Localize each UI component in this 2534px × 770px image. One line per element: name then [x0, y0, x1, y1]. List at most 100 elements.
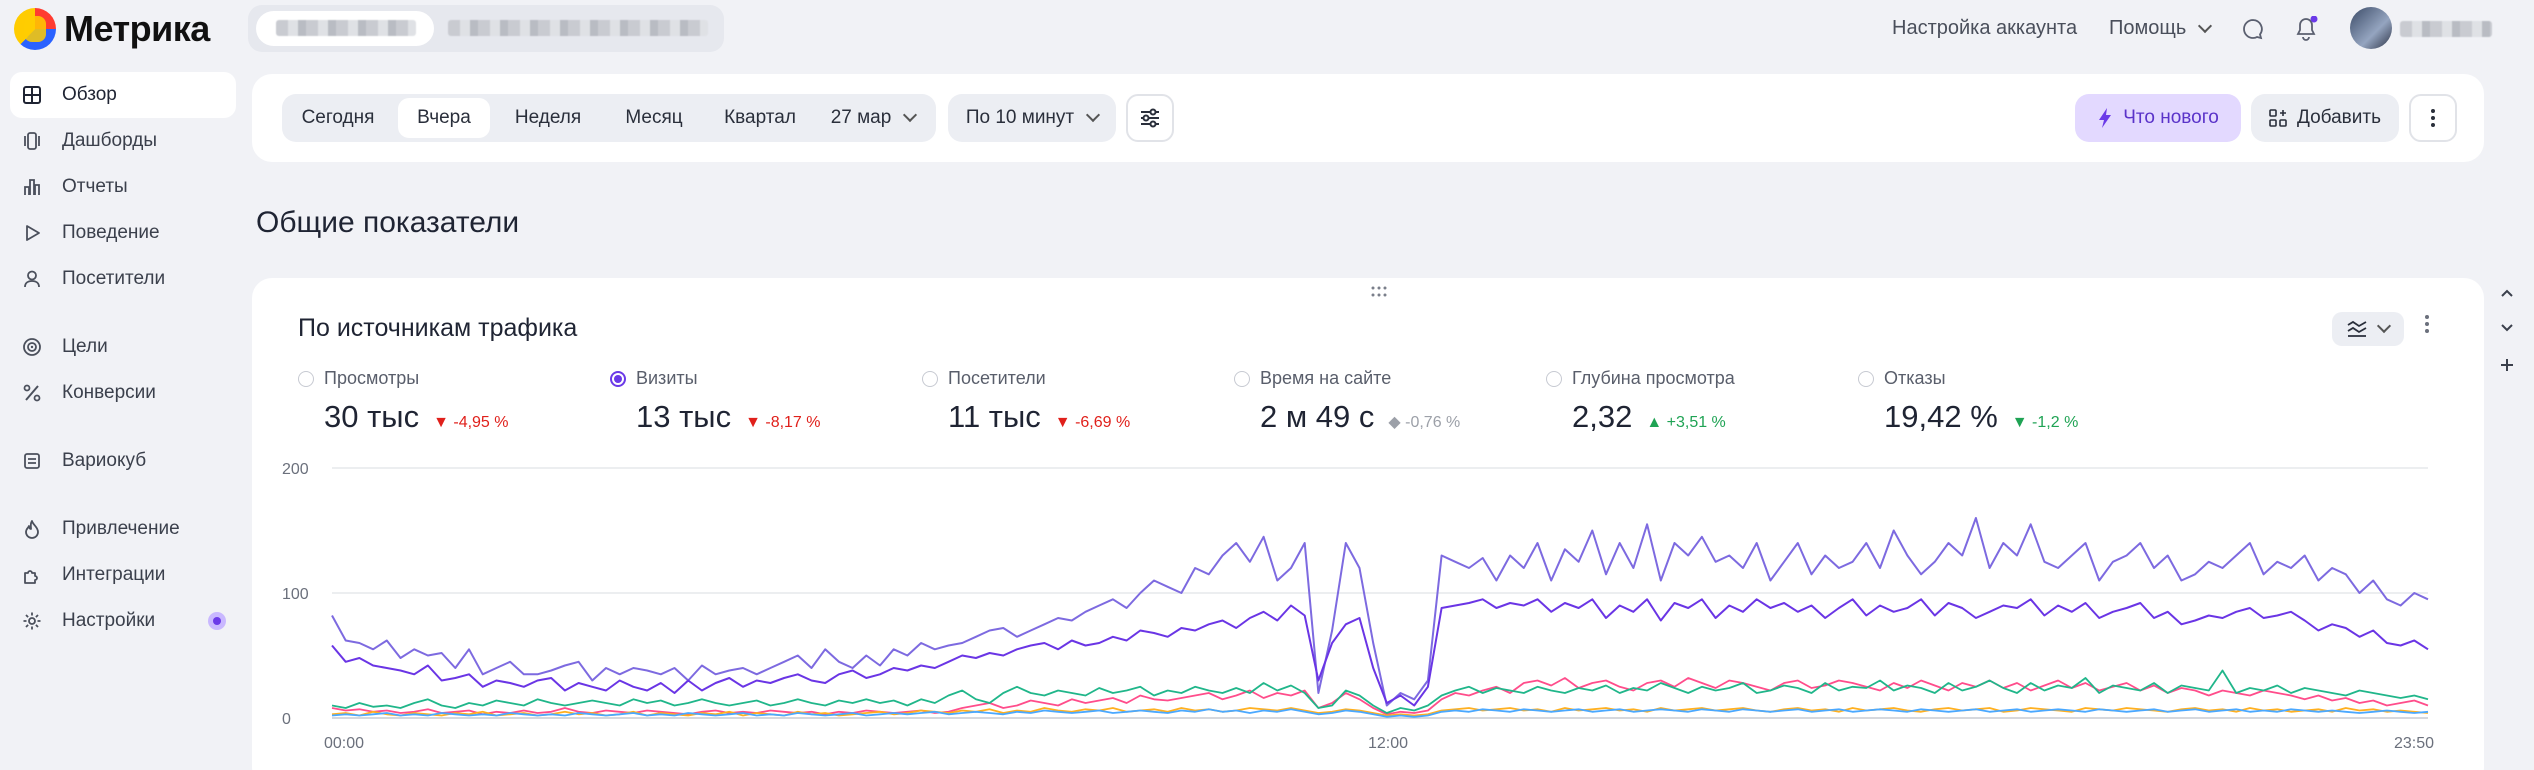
y-tick-label: 0 [282, 711, 291, 728]
sidebar-item-overview[interactable]: Обзор [10, 72, 236, 118]
whats-new-label: Что нового [2123, 107, 2219, 128]
fire-icon [16, 519, 48, 539]
site-selector-current[interactable] [256, 11, 434, 46]
traffic-chart: 200 100 0 00:00 12:00 23:50 [282, 461, 2434, 752]
sidebar-item-label: Обзор [62, 84, 117, 105]
chevron-down-icon [2198, 18, 2213, 33]
help-menu[interactable]: Помощь [2109, 17, 2213, 40]
metric-pageviews[interactable]: Просмотры 30 тыс ▼ -4,95 % [298, 368, 509, 435]
redacted-username [2400, 21, 2492, 37]
account-settings-link[interactable]: Настройка аккаунта [1892, 17, 2078, 39]
date-picker[interactable]: 27 мар [818, 98, 928, 138]
percent-icon [16, 383, 48, 403]
series-line-0[interactable] [331, 517, 2429, 707]
chevron-down-icon [2376, 318, 2392, 334]
filter-settings-button[interactable] [1126, 94, 1174, 142]
metric-delta: ▼ -8,17 % [745, 414, 821, 431]
add-label: Добавить [2297, 107, 2381, 128]
y-tick-label: 100 [282, 586, 309, 603]
metric-radio[interactable] [1234, 370, 1250, 387]
more-options-button[interactable] [2409, 94, 2457, 142]
sidebar-item-settings[interactable]: Настройки [10, 598, 236, 644]
sidebar-item-dashboards[interactable]: Дашборды [10, 118, 236, 164]
series-line-3[interactable] [331, 669, 2429, 714]
metric-delta-value: +3,51 % [1666, 414, 1726, 431]
add-widget-icon [2269, 109, 2287, 127]
metric-value: 19,42 % [1884, 399, 1998, 434]
metric-value: 2,32 [1572, 399, 1633, 434]
sidebar-item-label: Интеграции [62, 564, 166, 585]
filter-bar: Сегодня Вчера Неделя Месяц Квартал 27 ма… [252, 74, 2484, 162]
sidebar-item-label: Отчеты [62, 176, 128, 197]
sidebar-item-goals[interactable]: Цели [10, 324, 236, 370]
site-selector[interactable] [248, 5, 724, 52]
series-line-1[interactable] [331, 598, 2429, 707]
sidebar-item-conversions[interactable]: Конверсии [10, 370, 236, 416]
metric-bounce-rate[interactable]: Отказы 19,42 % ▼ -1,2 % [1858, 368, 2078, 435]
grid-icon [16, 85, 48, 105]
metric-value: 2 м 49 с [1260, 399, 1375, 434]
metric-visits[interactable]: Визиты 13 тыс ▼ -8,17 % [610, 368, 821, 435]
gear-icon [16, 611, 48, 631]
widget-title: По источникам трафика [298, 314, 578, 342]
play-icon [16, 223, 48, 243]
cube-icon [16, 451, 48, 471]
whats-new-button[interactable]: Что нового [2075, 94, 2241, 142]
more-vertical-icon [2431, 109, 2435, 127]
metric-radio[interactable] [1546, 370, 1562, 387]
metric-delta: ▼ -4,95 % [433, 414, 509, 431]
sidebar-item-behavior[interactable]: Поведение [10, 210, 236, 256]
period-quarter[interactable]: Квартал [724, 107, 796, 128]
metric-radio[interactable] [298, 370, 314, 387]
collapse-down-button[interactable] [2492, 313, 2522, 343]
sidebar-item-reports[interactable]: Отчеты [10, 164, 236, 210]
date-label: 27 мар [830, 107, 892, 128]
collapse-up-button[interactable] [2492, 278, 2522, 308]
metric-radio-selected[interactable] [610, 370, 626, 387]
avatar[interactable] [2350, 7, 2392, 49]
sidebar-item-integrations[interactable]: Интеграции [10, 552, 236, 598]
traffic-sources-widget: По источникам трафика Просмотры 30 тыс ▼ … [252, 278, 2484, 770]
page-title: Общие показатели [256, 206, 520, 239]
settings-badge [208, 612, 226, 630]
chevron-down-icon [2501, 324, 2513, 332]
sidebar-item-acquisition[interactable]: Привлечение [10, 506, 236, 552]
x-tick-label: 00:00 [324, 735, 364, 752]
chat-icon[interactable] [2240, 16, 2266, 42]
metric-delta-value: -6,69 % [1075, 414, 1131, 431]
series-line-5[interactable] [331, 708, 2429, 718]
metric-label: Просмотры [324, 368, 420, 388]
app-name: Метрика [64, 8, 210, 49]
add-widget-button[interactable] [2492, 350, 2522, 380]
metric-time-on-site[interactable]: Время на сайте 2 м 49 с ◆ -0,76 % [1234, 368, 1460, 435]
add-button[interactable]: Добавить [2251, 94, 2399, 142]
metric-depth[interactable]: Глубина просмотра 2,32 ▲ +3,51 % [1546, 368, 1735, 435]
metric-value: 13 тыс [636, 399, 732, 434]
metric-value: 11 тыс [948, 399, 1041, 434]
chart-type-select[interactable] [2332, 312, 2404, 346]
metric-radio[interactable] [922, 370, 938, 387]
widget-more-icon[interactable] [2424, 314, 2430, 334]
period-yesterday[interactable]: Вчера [398, 98, 490, 138]
metrika-logo-icon [14, 8, 56, 50]
drag-handle-icon[interactable] [1371, 286, 1387, 298]
sidebar-item-variocube[interactable]: Вариокуб [10, 438, 236, 484]
period-today[interactable]: Сегодня [301, 107, 375, 128]
bell-icon[interactable] [2293, 16, 2319, 42]
metric-label: Глубина просмотра [1572, 368, 1735, 388]
plus-icon [2501, 359, 2513, 371]
period-week[interactable]: Неделя [514, 107, 582, 128]
chevron-up-icon [2501, 289, 2513, 297]
sidebar-item-label: Посетители [62, 268, 166, 289]
logo[interactable]: Метрика [14, 5, 210, 53]
metric-visitors[interactable]: Посетители 11 тыс ▼ -6,69 % [922, 368, 1130, 435]
user-icon [16, 269, 48, 289]
granularity-select[interactable]: По 10 минут [948, 94, 1116, 142]
period-month[interactable]: Месяц [625, 107, 683, 128]
sidebar-item-label: Вариокуб [62, 450, 147, 471]
x-tick-label: 12:00 [1368, 735, 1408, 752]
sidebar-item-visitors[interactable]: Посетители [10, 256, 236, 302]
sidebar-item-label: Настройки [62, 610, 156, 631]
sliders-icon [1141, 108, 1159, 128]
metric-radio[interactable] [1858, 370, 1874, 387]
